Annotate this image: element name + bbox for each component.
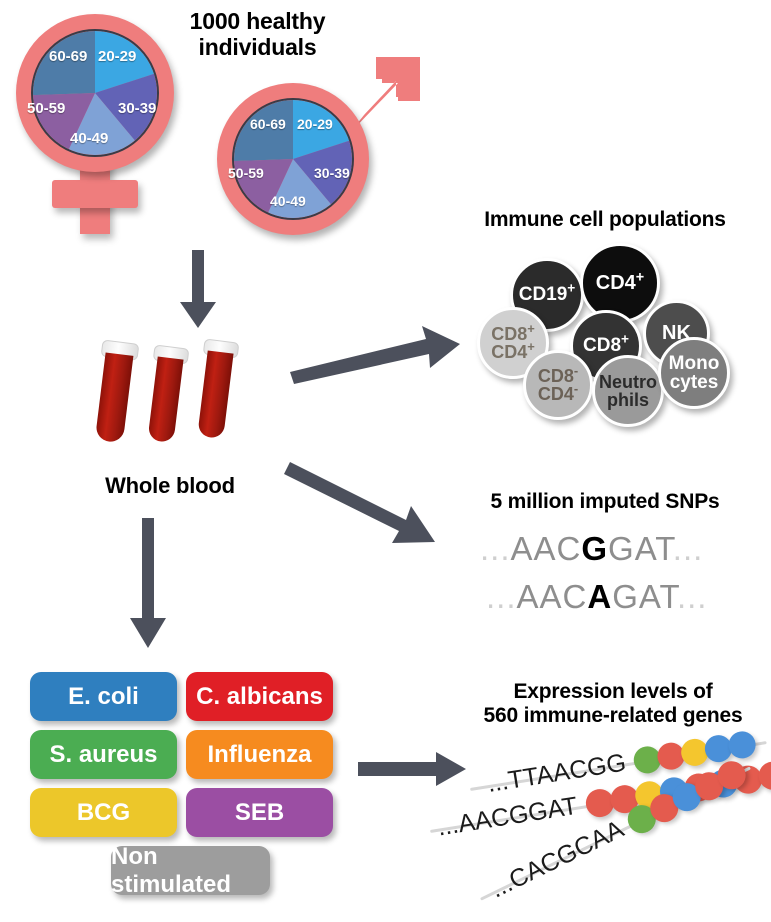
pie-slice-60-69 — [33, 31, 95, 96]
immune-cell-label-line: CD4+ — [491, 339, 535, 362]
stimulus-label: Non stimulated — [111, 842, 232, 898]
strand-sequence-text: ...AACGGAT — [435, 791, 580, 842]
stimulus-pill-seb[interactable]: SEB — [186, 788, 333, 837]
snp-sequence-row: ...AACAGAT... — [486, 578, 707, 616]
stimulus-pill-c-albicans[interactable]: C. albicans — [186, 672, 333, 721]
immune-cell-label: CD19+ — [518, 280, 576, 306]
snps-title: 5 million imputed SNPs — [490, 490, 720, 513]
pie-slice-40-49 — [68, 93, 135, 155]
snp-bases-left: AAC — [510, 530, 582, 567]
female-pie-svg — [33, 31, 157, 155]
stimuli-panel: E. coli C. albicans S. aureus Influenza BCG S… — [30, 672, 350, 902]
blood-tubes — [95, 338, 255, 458]
stimulus-label: SEB — [234, 798, 285, 826]
stimulus-pill-s-aureus[interactable]: S. aureus — [30, 730, 177, 779]
male-pie-slices — [234, 100, 352, 218]
stimulus-pill-influenza[interactable]: Influenza — [186, 730, 333, 779]
expression-title-line2: 560 immune-related genes — [483, 704, 743, 728]
snp-variant-base: G — [581, 530, 609, 567]
pie-slice-60-69 — [234, 100, 293, 162]
immune-cell-label-line: CD4+ — [595, 269, 645, 294]
snp-prefix-dots: ... — [480, 530, 511, 567]
immune-cell-label-line: CD8- — [537, 362, 579, 386]
immune-cell-label-line: CD8+ — [491, 320, 535, 344]
immune-cell-cd4: CD4+ — [580, 243, 660, 323]
immune-cell-cluster: CD19+ CD4+ CD8+ CD4+ CD8+ NK CD8- CD4- Neutro phi… — [0, 0, 771, 440]
stimulus-label: S. aureus — [49, 740, 158, 768]
immune-cell-label-line: Mono — [668, 352, 720, 374]
arrow-blood-to-snps — [284, 462, 435, 543]
immune-cell-cd8cd4neg: CD8- CD4- — [523, 350, 593, 420]
cohort-title: 1000 healthy individuals — [175, 8, 340, 61]
male-age-pie — [232, 98, 354, 220]
pie-slice-50-59 — [33, 93, 95, 150]
expression-strands: ...TTAACGG ...AACGGAT ...CACGCAA — [430, 729, 771, 920]
immune-cell-neutrophils: Neutro phils — [592, 355, 664, 427]
immune-cell-label: CD4+ — [595, 269, 645, 294]
female-age-pie — [31, 29, 159, 157]
snp-bases-left: AAC — [516, 578, 588, 615]
stimulus-label: E. coli — [68, 682, 139, 710]
expression-title-line1: Expression levels of — [513, 680, 713, 703]
arrow-blood-to-stimuli — [130, 518, 166, 648]
whole-blood-label: Whole blood — [105, 473, 235, 498]
arrow-stimuli-to-expression — [358, 752, 466, 786]
immune-cell-label-line: phils — [606, 390, 649, 410]
immune-cell-monocytes: Mono cytes — [658, 337, 730, 409]
pie-slice-40-49 — [268, 159, 331, 218]
male-symbol-arrow — [346, 57, 420, 137]
snp-bases-right: GAT — [612, 578, 677, 615]
snp-prefix-dots: ... — [486, 578, 517, 615]
pie-slice-20-29 — [293, 100, 350, 159]
immune-cell-label-line: CD8+ — [583, 331, 629, 357]
pie-slice-30-39 — [95, 73, 157, 141]
stimulus-label: C. albicans — [196, 682, 323, 710]
blood-tubes-svg — [96, 339, 239, 442]
female-pie-slices — [33, 31, 157, 155]
pie-slice-50-59 — [234, 159, 293, 213]
snp-variant-base: A — [587, 578, 613, 615]
stimulus-pill-e-coli[interactable]: E. coli — [30, 672, 177, 721]
arrow-blood-to-immune — [290, 326, 460, 384]
male-pie-svg — [234, 100, 352, 218]
immune-cell-label: CD8+ CD4+ — [491, 320, 535, 362]
cohort-title-line2: individuals — [198, 34, 317, 61]
immune-cell-label: Neutro phils — [599, 371, 657, 410]
pie-slice-30-39 — [293, 140, 352, 205]
female-symbol-crossbar — [52, 180, 138, 208]
immune-cell-label-line: Neutro — [599, 371, 657, 392]
immune-cell-label-line: CD19+ — [518, 280, 576, 306]
immune-cell-label: CD8- CD4- — [537, 362, 579, 404]
snp-suffix-dots: ... — [676, 578, 708, 615]
immune-cell-label: CD8+ — [583, 331, 629, 357]
cohort-title-line1: 1000 healthy — [189, 8, 326, 34]
arrow-cohort-to-blood — [180, 250, 216, 328]
immune-title: Immune cell populations — [484, 208, 726, 231]
snp-bases-right: GAT — [608, 530, 673, 567]
immune-cell-label: Mono cytes — [668, 352, 720, 393]
snp-suffix-dots: ... — [672, 530, 704, 567]
stimulus-label: BCG — [76, 798, 131, 826]
expression-title: Expression levels of 560 immune-related … — [455, 680, 771, 728]
stimulus-pill-bcg[interactable]: BCG — [30, 788, 177, 837]
snp-sequences: ...AACGGAT... ...AACAGAT... — [480, 530, 760, 625]
pie-slice-20-29 — [95, 31, 154, 93]
snp-sequence-row: ...AACGGAT... — [480, 530, 703, 568]
stimulus-pill-non-stimulated[interactable]: Non stimulated — [111, 843, 270, 898]
immune-cell-label-line: CD4- — [537, 381, 579, 404]
immune-cell-label-line: cytes — [669, 372, 719, 393]
stimulus-label: Influenza — [207, 740, 312, 768]
